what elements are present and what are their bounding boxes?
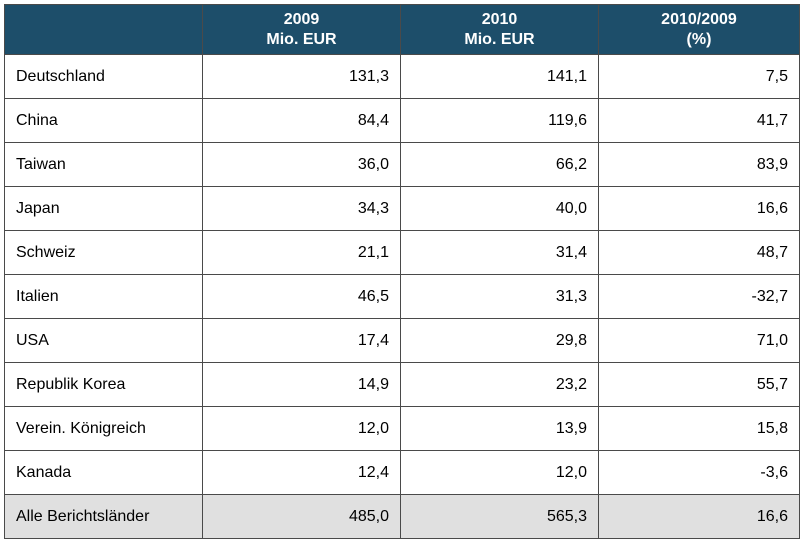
- cell-country: Japan: [4, 186, 203, 231]
- header-country: [4, 4, 203, 55]
- header-2009-year: 2009: [283, 10, 320, 28]
- table-row: China 84,4 119,6 41,7: [4, 98, 800, 143]
- cell-2010: 13,9: [400, 406, 599, 451]
- total-2009: 485,0: [202, 494, 401, 539]
- cell-change: 7,5: [598, 54, 800, 99]
- cell-change: 71,0: [598, 318, 800, 363]
- table-row: Deutschland 131,3 141,1 7,5: [4, 54, 800, 99]
- cell-2010: 40,0: [400, 186, 599, 231]
- cell-country: Kanada: [4, 450, 203, 495]
- cell-2009: 12,0: [202, 406, 401, 451]
- cell-2010: 141,1: [400, 54, 599, 99]
- cell-change: 83,9: [598, 142, 800, 187]
- table-row: Verein. Königreich 12,0 13,9 15,8: [4, 406, 800, 451]
- cell-2010: 31,4: [400, 230, 599, 275]
- table-body: Deutschland 131,3 141,1 7,5 China 84,4 1…: [4, 54, 800, 539]
- cell-2009: 36,0: [202, 142, 401, 187]
- cell-country: Taiwan: [4, 142, 203, 187]
- header-2010-unit: Mio. EUR: [464, 30, 535, 48]
- cell-country: Republik Korea: [4, 362, 203, 407]
- cell-2010: 12,0: [400, 450, 599, 495]
- cell-change: 16,6: [598, 186, 800, 231]
- data-table: 2009 Mio. EUR 2010 Mio. EUR 2010/2009 (%…: [4, 4, 800, 539]
- cell-country: Schweiz: [4, 230, 203, 275]
- cell-2010: 31,3: [400, 274, 599, 319]
- total-row: Alle Berichtsländer 485,0 565,3 16,6: [4, 494, 800, 539]
- table-row: Italien 46,5 31,3 -32,7: [4, 274, 800, 319]
- cell-2009: 12,4: [202, 450, 401, 495]
- header-row: 2009 Mio. EUR 2010 Mio. EUR 2010/2009 (%…: [4, 4, 800, 55]
- table-row: Japan 34,3 40,0 16,6: [4, 186, 800, 231]
- header-change-unit: (%): [686, 30, 712, 48]
- cell-country: China: [4, 98, 203, 143]
- table-row: Republik Korea 14,9 23,2 55,7: [4, 362, 800, 407]
- header-2009: 2009 Mio. EUR: [202, 4, 401, 55]
- table-row: Taiwan 36,0 66,2 83,9: [4, 142, 800, 187]
- header-2010-year: 2010: [481, 10, 518, 28]
- total-change: 16,6: [598, 494, 800, 539]
- cell-2010: 29,8: [400, 318, 599, 363]
- cell-2010: 23,2: [400, 362, 599, 407]
- cell-change: 41,7: [598, 98, 800, 143]
- header-2010: 2010 Mio. EUR: [400, 4, 599, 55]
- cell-2009: 14,9: [202, 362, 401, 407]
- cell-change: 15,8: [598, 406, 800, 451]
- cell-change: 48,7: [598, 230, 800, 275]
- cell-country: Italien: [4, 274, 203, 319]
- table-header: 2009 Mio. EUR 2010 Mio. EUR 2010/2009 (%…: [4, 4, 800, 55]
- total-label: Alle Berichtsländer: [4, 494, 203, 539]
- cell-country: USA: [4, 318, 203, 363]
- cell-2009: 34,3: [202, 186, 401, 231]
- cell-2009: 21,1: [202, 230, 401, 275]
- cell-2010: 66,2: [400, 142, 599, 187]
- table-row: Kanada 12,4 12,0 -3,6: [4, 450, 800, 495]
- table-row: Schweiz 21,1 31,4 48,7: [4, 230, 800, 275]
- header-change-label: 2010/2009: [661, 10, 737, 28]
- header-2009-unit: Mio. EUR: [266, 30, 337, 48]
- cell-change: -32,7: [598, 274, 800, 319]
- cell-2009: 84,4: [202, 98, 401, 143]
- cell-change: 55,7: [598, 362, 800, 407]
- header-change: 2010/2009 (%): [598, 4, 800, 55]
- total-2010: 565,3: [400, 494, 599, 539]
- cell-country: Deutschland: [4, 54, 203, 99]
- cell-change: -3,6: [598, 450, 800, 495]
- cell-2009: 17,4: [202, 318, 401, 363]
- cell-2009: 131,3: [202, 54, 401, 99]
- cell-2010: 119,6: [400, 98, 599, 143]
- table-row: USA 17,4 29,8 71,0: [4, 318, 800, 363]
- cell-2009: 46,5: [202, 274, 401, 319]
- cell-country: Verein. Königreich: [4, 406, 203, 451]
